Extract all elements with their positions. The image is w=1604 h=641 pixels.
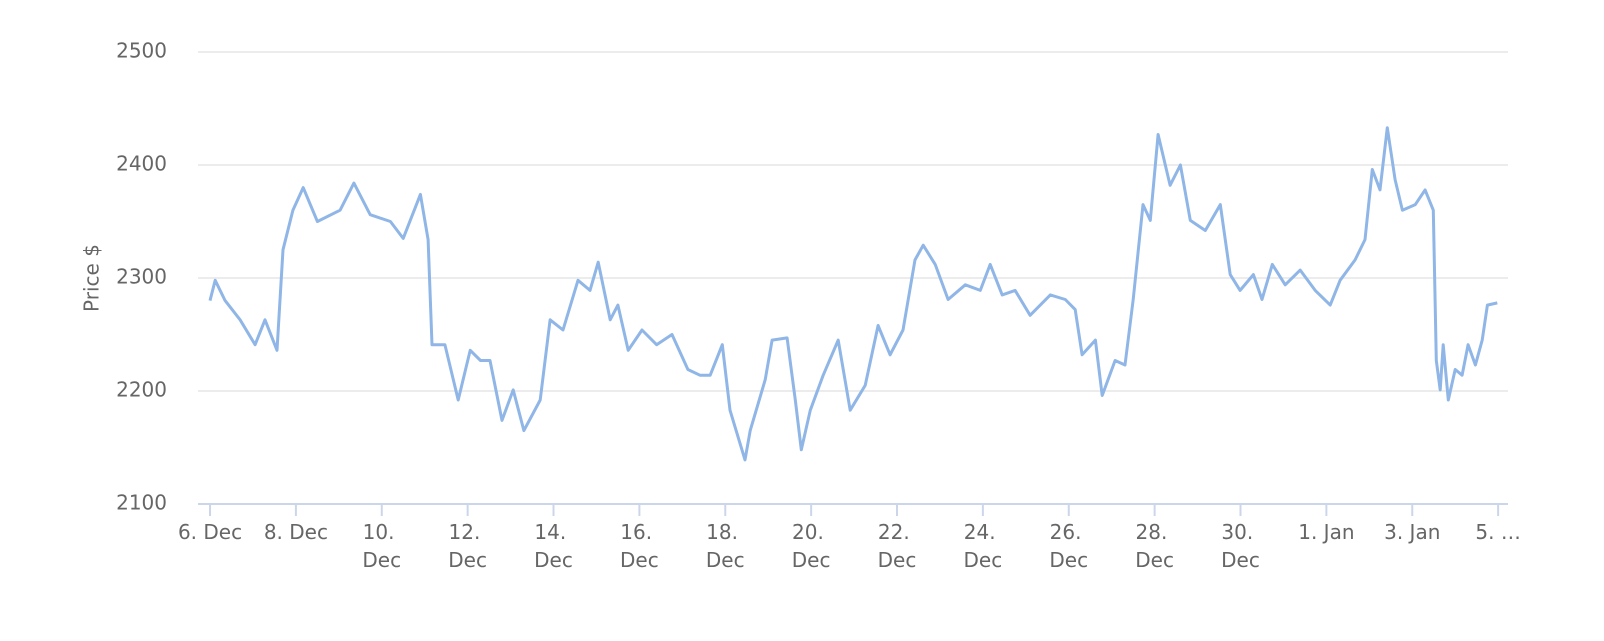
y-tick-label: 2400	[116, 152, 167, 176]
y-axis-label: Price $	[80, 244, 104, 312]
x-tick-label: 22. Dec	[878, 520, 917, 572]
y-tick-label: 2200	[116, 378, 167, 402]
x-tick-label: 28. Dec	[1135, 520, 1174, 572]
x-tick-label: 8. Dec	[264, 520, 328, 544]
x-tick-label: 3. Jan	[1384, 520, 1440, 544]
y-tick-label: 2300	[116, 265, 167, 289]
x-tick-label: 14. Dec	[534, 520, 573, 572]
price-line	[208, 126, 1498, 462]
x-tick-label: 24. Dec	[964, 520, 1003, 572]
x-tick-label: 1. Jan	[1298, 520, 1354, 544]
x-tick-label: 5. …	[1475, 520, 1520, 544]
y-tick-label: 2500	[116, 39, 167, 63]
x-tick-label: 16. Dec	[620, 520, 659, 572]
y-tick-label: 2100	[116, 491, 167, 515]
x-tick-label: 30. Dec	[1221, 520, 1260, 572]
x-tick-label: 6. Dec	[178, 520, 242, 544]
x-tick-label: 12. Dec	[448, 520, 487, 572]
x-tick-label: 10. Dec	[362, 520, 401, 572]
x-tick-label: 20. Dec	[792, 520, 831, 572]
x-tick-label: 18. Dec	[706, 520, 745, 572]
x-tick-label: 26. Dec	[1049, 520, 1088, 572]
